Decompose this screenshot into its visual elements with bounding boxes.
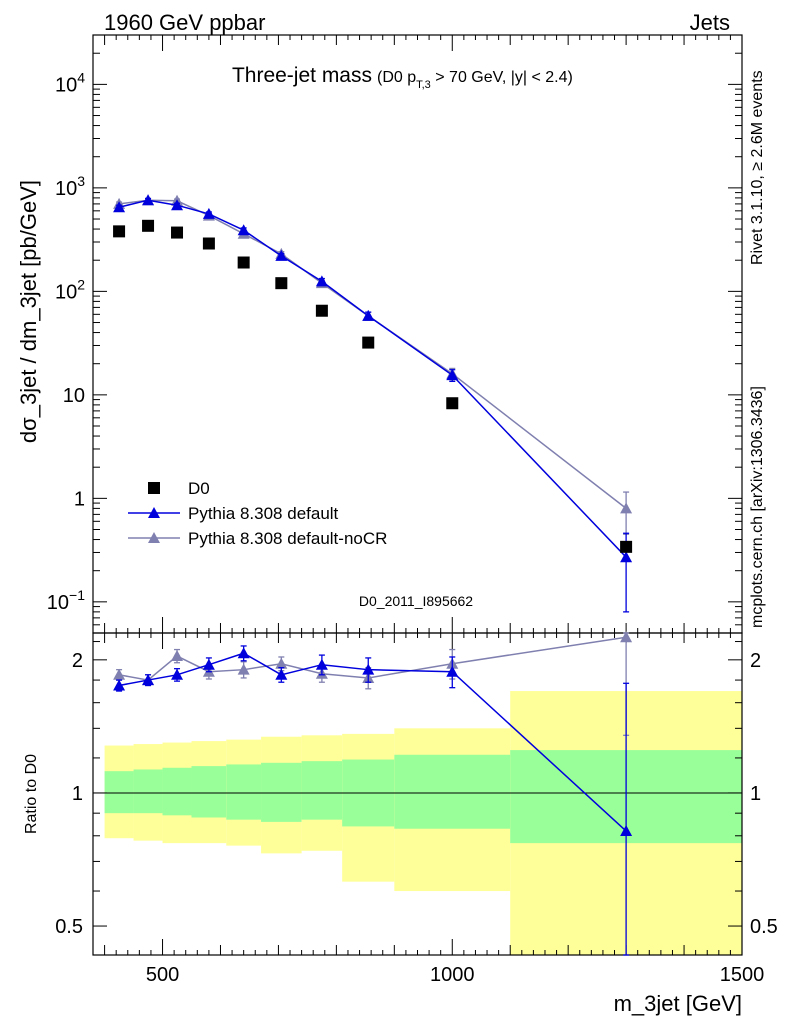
green-band-bin bbox=[301, 761, 343, 820]
title-cut-prefix: (D0 p bbox=[377, 69, 416, 86]
ratio-pythia-nocr-point bbox=[275, 657, 288, 669]
ratio-pythia-default-point bbox=[202, 658, 215, 670]
ratio-pythia-default-point bbox=[275, 668, 288, 680]
green-band-bin bbox=[162, 767, 192, 816]
pythia-default-point bbox=[113, 201, 126, 213]
main-panel: 10−1 1 10 102 103 104 dσ_3jet / dm_3jet [pb/Ge… bbox=[16, 34, 743, 634]
green-band-bin bbox=[191, 766, 227, 818]
legend-marker-d0 bbox=[148, 482, 160, 494]
pythia-default-point bbox=[446, 369, 459, 381]
mcplots-label: mcplots.cern.ch [arXiv:1306.3436] bbox=[749, 386, 766, 628]
watermark: D0_2011_I895662 bbox=[359, 593, 473, 609]
y-tick-label: 10−1 bbox=[47, 587, 85, 614]
y-tick-label: 104 bbox=[55, 69, 85, 96]
legend-label: Pythia 8.308 default bbox=[188, 504, 339, 523]
y-axis-label: dσ_3jet / dm_3jet [pb/GeV] bbox=[16, 180, 41, 443]
green-band-bin bbox=[104, 771, 134, 814]
green-band-bin bbox=[226, 764, 262, 820]
header: 1960 GeV ppbar Jets bbox=[104, 10, 730, 35]
pythia-default-point bbox=[202, 207, 215, 219]
ratio-panel: 500 1000 1500 m_3jet [GeV] 0.5 0.5 1 1 2 2 Ratio t… bbox=[23, 631, 778, 1016]
title-cut: (D0 pT,3 > 70 GeV, |y| < 2.4) bbox=[377, 69, 573, 91]
ratio-y-tick-label-right: 0.5 bbox=[750, 916, 778, 938]
x-tick-label: 1500 bbox=[720, 964, 765, 986]
ratio-pythia-default-point bbox=[362, 663, 375, 675]
title-cut-sub: T,3 bbox=[416, 79, 431, 91]
y-tick-label: 10 bbox=[63, 385, 85, 407]
ratio-pythia-default-point bbox=[446, 665, 459, 677]
x-tick-label: 1000 bbox=[430, 964, 475, 986]
d0-point bbox=[142, 219, 155, 232]
d0-point bbox=[237, 256, 250, 269]
legend-label: D0 bbox=[188, 479, 210, 498]
ratio-pythia-default-point bbox=[171, 668, 184, 680]
legend-marker bbox=[148, 507, 160, 518]
y-tick-label: 102 bbox=[55, 276, 85, 303]
pythia-default-point bbox=[362, 309, 375, 321]
legend-label: Pythia 8.308 default-noCR bbox=[188, 529, 387, 548]
d0-point bbox=[171, 226, 184, 239]
title-cut-suffix: > 70 GeV, |y| < 2.4) bbox=[431, 69, 573, 86]
pythia-default-point bbox=[171, 199, 184, 211]
pythia-default-point bbox=[237, 224, 250, 236]
title-main: Three-jet mass bbox=[232, 64, 372, 87]
ratio-y-tick-label-right: 2 bbox=[750, 650, 761, 672]
ratio-pythia-default-point bbox=[315, 658, 328, 670]
ratio-y-tick-label: 1 bbox=[72, 783, 83, 805]
pythia-default-point bbox=[275, 249, 288, 261]
pythia-default-point bbox=[142, 194, 155, 206]
ratio-pythia-nocr-point bbox=[113, 668, 126, 680]
ratio-pythia-default-line bbox=[118, 652, 627, 832]
legend-marker bbox=[148, 532, 160, 543]
header-left: 1960 GeV ppbar bbox=[104, 10, 265, 35]
d0-point bbox=[620, 540, 633, 553]
ratio-pythia-default-point bbox=[113, 679, 126, 691]
plot-title: Three-jet mass (D0 pT,3 > 70 GeV, |y| < … bbox=[232, 64, 573, 91]
green-band-bin bbox=[261, 762, 302, 822]
d0-point bbox=[202, 237, 215, 250]
y-tick-label: 1 bbox=[74, 488, 85, 510]
d0-point bbox=[275, 277, 288, 290]
ratio-y-axis-label: Ratio to D0 bbox=[23, 754, 40, 834]
header-right: Jets bbox=[690, 10, 730, 35]
ratio-pythia-nocr-point bbox=[237, 663, 250, 675]
pythia-nocr-point bbox=[620, 502, 633, 514]
pythia-default-point bbox=[620, 551, 633, 563]
pythia-nocr-line bbox=[118, 199, 627, 509]
ratio-pythia-nocr-point bbox=[620, 631, 633, 643]
legend: D0 Pythia 8.308 default Pythia 8.308 defau… bbox=[128, 479, 387, 548]
side-labels: Rivet 3.1.10, ≥ 2.6M events mcplots.cern… bbox=[749, 70, 766, 628]
green-band-bin bbox=[394, 754, 511, 829]
y-tick-label: 103 bbox=[55, 173, 85, 200]
ratio-y-tick-label-right: 1 bbox=[750, 783, 761, 805]
pythia-default-line bbox=[118, 199, 627, 558]
ratio-pythia-default-point bbox=[142, 674, 155, 686]
d0-point bbox=[315, 304, 328, 317]
d0-point bbox=[362, 336, 375, 349]
x-tick-label: 500 bbox=[146, 964, 179, 986]
ratio-pythia-nocr-point bbox=[171, 650, 184, 662]
x-axis-label: m_3jet [GeV] bbox=[614, 991, 742, 1016]
d0-point bbox=[446, 397, 459, 410]
green-band-bin bbox=[133, 769, 163, 814]
pythia-default-point bbox=[315, 275, 328, 287]
ratio-y-tick-label: 2 bbox=[72, 650, 83, 672]
ratio-pythia-default-point bbox=[237, 647, 250, 659]
ratio-y-tick-label: 0.5 bbox=[55, 916, 83, 938]
ratio-pythia-default-point bbox=[620, 825, 633, 837]
d0-point bbox=[113, 225, 126, 238]
rivet-label: Rivet 3.1.10, ≥ 2.6M events bbox=[749, 70, 766, 265]
